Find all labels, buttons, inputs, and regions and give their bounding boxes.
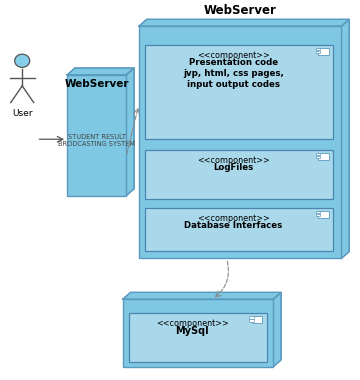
Text: <<component>>: <<component>> [197,51,270,60]
Bar [145,208,333,251]
Bar [145,45,333,139]
Text: LogFiles: LogFiles [213,163,254,172]
Text: <<component>>: <<component>> [156,319,229,328]
Bar [318,48,329,54]
Text: MySql: MySql [176,326,209,336]
Polygon shape [273,292,281,367]
Bar [318,153,329,160]
Text: <<component>>: <<component>> [197,214,270,223]
Bar [316,51,320,53]
Bar [316,156,320,158]
Bar [123,299,273,367]
Text: STUDENT RESULT
BRODCASTING SYSTEM: STUDENT RESULT BRODCASTING SYSTEM [58,134,135,147]
Text: WebServer: WebServer [64,79,129,89]
Polygon shape [341,19,349,258]
Text: Database Interfaces: Database Interfaces [184,221,283,230]
Bar [249,319,254,321]
Bar [252,316,262,323]
Bar [145,150,333,199]
Bar [316,211,320,214]
Bar [316,48,320,50]
Polygon shape [139,19,349,26]
Polygon shape [126,68,134,196]
Text: <<component>>: <<component>> [197,156,270,165]
Bar [129,314,267,362]
Polygon shape [67,68,134,75]
Bar [249,316,254,318]
Bar [316,153,320,155]
Bar [318,211,329,218]
Circle shape [15,54,30,67]
Polygon shape [123,292,281,299]
Text: WebServer: WebServer [204,4,276,17]
Bar [316,214,320,217]
Text: User: User [12,109,32,119]
Bar [139,26,341,258]
Text: Presentation code
jvp, html, css pages,
input output codes: Presentation code jvp, html, css pages, … [183,58,284,89]
Bar [67,75,126,196]
